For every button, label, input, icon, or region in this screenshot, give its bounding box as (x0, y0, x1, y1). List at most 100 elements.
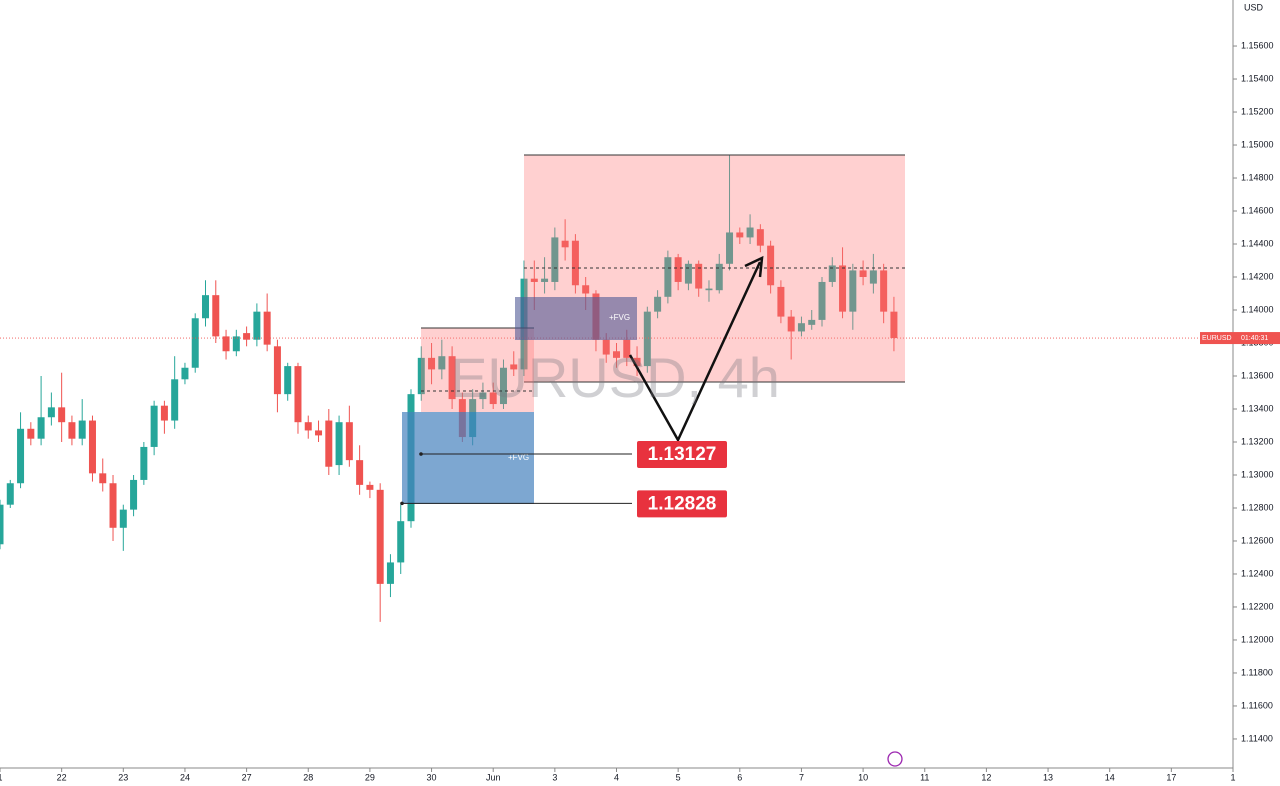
level-box (637, 490, 727, 518)
candle-body (541, 278, 549, 282)
candle-body (654, 296, 662, 312)
x-tick-label: 6 (737, 772, 742, 782)
candle-body (335, 422, 343, 466)
y-tick-label: 1.15000 (1241, 139, 1274, 149)
candle-body (345, 422, 353, 461)
candle-body (304, 422, 312, 431)
candle-body (27, 428, 35, 439)
candle-body (109, 483, 117, 528)
candle-body (582, 285, 590, 294)
candle-body (684, 263, 692, 284)
candle-body (756, 229, 764, 246)
price-tag-countdown: 01:40:31 (1241, 335, 1268, 342)
candle-body (119, 509, 127, 528)
y-tick-label: 1.14400 (1241, 238, 1274, 248)
candle-body (633, 357, 641, 367)
y-tick-label: 1.11800 (1241, 667, 1273, 677)
candle-body (386, 562, 394, 584)
y-tick-label: 1.15200 (1241, 106, 1274, 116)
candle-body (171, 379, 179, 421)
x-tick-label: 23 (118, 772, 128, 782)
candle-body (160, 405, 168, 421)
level-anchor (419, 452, 423, 456)
x-tick-label: 12 (981, 772, 991, 782)
candle-body (797, 323, 805, 332)
candle-body (150, 405, 158, 447)
y-tick-label: 1.15600 (1241, 40, 1274, 50)
candle-body (818, 281, 826, 320)
candle-body (613, 351, 620, 358)
candle-body (0, 504, 4, 545)
candle-body (869, 270, 877, 284)
y-tick-label: 1.11600 (1241, 700, 1273, 710)
y-tick-label: 1.13600 (1241, 370, 1274, 380)
candle-body (530, 278, 538, 282)
candle-body (787, 316, 795, 332)
candle-body (417, 357, 425, 395)
watermark: EURUSD, 4h (450, 346, 780, 409)
price-axis-bg (1233, 0, 1280, 786)
price-tag-symbol: EURUSD (1202, 335, 1232, 342)
drawings: +FVG +FVG EURUSD, 4h 1.13127 1.12828 (400, 154, 905, 518)
candle-body (47, 407, 55, 418)
candle-body (859, 270, 867, 278)
candle-body (695, 263, 703, 289)
fvg-box (515, 297, 637, 340)
x-tick-label: 1 (1230, 772, 1235, 782)
level-box (637, 441, 727, 469)
candle-body (232, 336, 240, 352)
y-tick-label: 1.14600 (1241, 205, 1274, 215)
candle-body (448, 356, 456, 400)
range-zone (524, 155, 905, 382)
x-tick-label: 10 (858, 772, 868, 782)
x-tick-label: 1 (0, 772, 3, 782)
y-tick-label: 1.13000 (1241, 469, 1274, 479)
x-tick-label: 24 (180, 772, 190, 782)
x-tick-label: 30 (427, 772, 437, 782)
y-tick-label: 1.15400 (1241, 73, 1274, 83)
y-tick-label: 1.12000 (1241, 634, 1274, 644)
candle-body (428, 357, 436, 370)
candle-body (58, 407, 66, 423)
x-tick-label: Jun (486, 772, 501, 782)
x-tick-label: 3 (552, 772, 557, 782)
candle-body (88, 420, 96, 474)
candle-body (726, 232, 734, 264)
fvg-label: +FVG (508, 453, 529, 462)
candle-body (880, 270, 888, 312)
candle-body (17, 428, 25, 484)
candle-body (510, 364, 518, 370)
candle-body (839, 265, 847, 312)
level-label: 1.13127 (648, 444, 717, 465)
x-tick-label: 27 (242, 772, 252, 782)
candle-body (6, 483, 14, 505)
candle-body (212, 295, 220, 337)
candle-body (68, 422, 76, 439)
candle-body (746, 227, 754, 238)
candle-body (37, 417, 45, 439)
y-tick-label: 1.11400 (1241, 733, 1273, 743)
lightning-icon (887, 751, 903, 767)
y-tick-label: 1.14000 (1241, 304, 1274, 314)
candle-body (767, 245, 775, 286)
x-tick-label: 11 (920, 772, 929, 782)
candle-body (438, 356, 446, 370)
candle-body (479, 392, 487, 400)
x-tick-label: 13 (1043, 772, 1053, 782)
candle-body (551, 237, 559, 282)
candle-body (140, 446, 148, 480)
y-tick-label: 1.12800 (1241, 502, 1274, 512)
candle-body (356, 460, 364, 485)
candle-body (808, 319, 816, 325)
candle-body (284, 366, 292, 395)
candle-body (78, 420, 86, 439)
x-tick-label: 22 (57, 772, 67, 782)
price-tag (1200, 332, 1280, 345)
candle-body (202, 295, 209, 319)
y-tick-label: 1.12600 (1241, 535, 1274, 545)
candle-body (315, 430, 323, 436)
x-tick-label: 4 (614, 772, 619, 782)
x-tick-label: 14 (1105, 772, 1115, 782)
